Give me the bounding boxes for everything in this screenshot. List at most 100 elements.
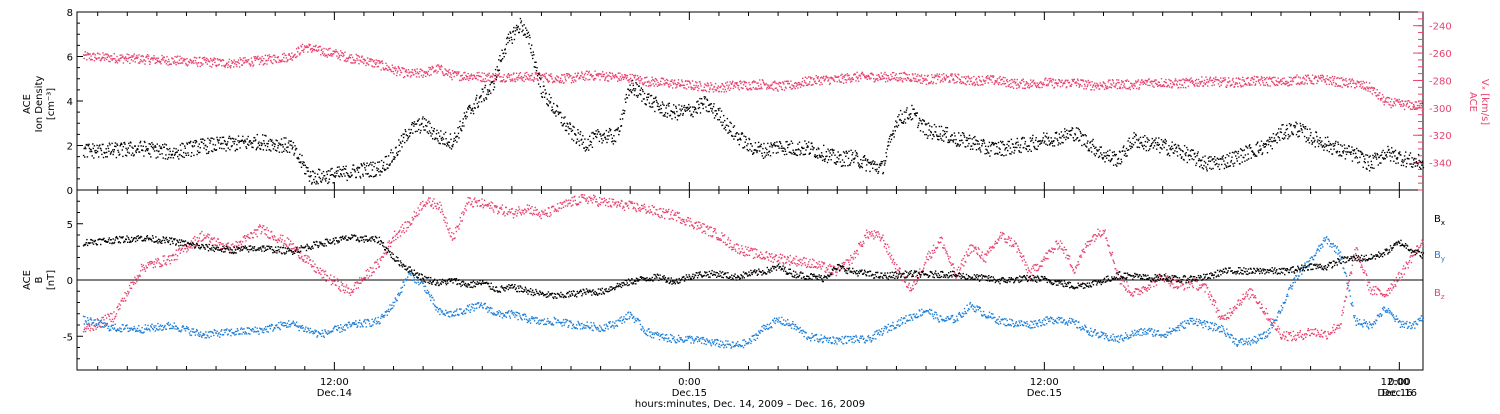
vx-series-point	[1318, 75, 1319, 76]
density-series-point	[913, 109, 914, 110]
density-series-point	[284, 148, 285, 149]
density-series-point	[453, 141, 454, 142]
vx-series-point	[985, 80, 986, 81]
density-series-point	[733, 127, 734, 128]
density-series-point	[1034, 147, 1035, 148]
density-series-point	[278, 145, 279, 146]
density-series-point	[1210, 161, 1211, 162]
density-series-point	[1169, 155, 1170, 156]
vx-series-point	[1407, 103, 1408, 104]
vx-series-point	[467, 76, 468, 77]
density-series-point	[88, 144, 89, 145]
density-series-point	[100, 148, 101, 149]
density-series-point	[454, 133, 455, 134]
vx-series-point	[281, 61, 282, 62]
vx-series-point	[1215, 77, 1216, 78]
vx-series-point	[320, 46, 321, 47]
density-series-point	[218, 142, 219, 143]
vx-series-point	[522, 80, 523, 81]
vx-series-point	[1171, 80, 1172, 81]
density-series-point	[108, 148, 109, 149]
density-series-point	[1203, 165, 1204, 166]
vx-series-point	[533, 81, 534, 82]
vx-series-point	[278, 56, 279, 57]
vx-series-point	[414, 69, 415, 70]
vx-series-point	[960, 79, 961, 80]
density-series-point	[84, 156, 85, 157]
density-series-point	[1056, 132, 1057, 133]
vx-series-point	[673, 83, 674, 84]
vx-series-point	[296, 56, 297, 57]
vx-series-point	[885, 81, 886, 82]
vx-series-point	[181, 57, 182, 58]
vx-series-point	[1010, 87, 1011, 88]
density-series-point	[987, 150, 988, 151]
density-series-point	[1222, 158, 1223, 159]
density-series-point	[386, 156, 387, 157]
vx-series-point	[982, 84, 983, 85]
density-series-point	[642, 91, 643, 92]
density-series-point	[257, 134, 258, 135]
density-series-point	[1075, 134, 1076, 135]
density-series-point	[592, 147, 593, 148]
vx-series-point	[1395, 104, 1396, 105]
vx-series-point	[148, 55, 149, 56]
vx-series-point	[610, 76, 611, 77]
density-series-point	[910, 116, 911, 117]
density-series-point	[1248, 158, 1249, 159]
density-series-point	[1076, 127, 1077, 128]
vx-series-point	[489, 73, 490, 74]
vx-series-point	[395, 68, 396, 69]
density-series-point	[250, 140, 251, 141]
density-series-point	[280, 144, 281, 145]
vx-series-point	[343, 55, 344, 56]
vx-series-point	[709, 89, 710, 90]
density-series-point	[177, 151, 178, 152]
vx-series-point	[1359, 82, 1360, 83]
density-series-point	[1237, 153, 1238, 154]
vx-series-point	[202, 63, 203, 64]
density-series-point	[1224, 164, 1225, 165]
density-series-point	[554, 112, 555, 113]
vx-series-point	[444, 68, 445, 69]
vx-series-point	[1207, 79, 1208, 80]
vx-series-point	[1065, 80, 1066, 81]
vx-series-point	[484, 73, 485, 74]
density-series-point	[1144, 135, 1145, 136]
vx-series-point	[728, 86, 729, 87]
density-series-point	[182, 143, 183, 144]
density-series-point	[569, 128, 570, 129]
density-series-point	[663, 115, 664, 116]
density-series-point	[883, 160, 884, 161]
density-series-point	[852, 152, 853, 153]
density-series-point	[396, 152, 397, 153]
density-series-point	[342, 169, 343, 170]
vx-series-point	[842, 78, 843, 79]
vx-series-point	[811, 77, 812, 78]
density-series-point	[1063, 137, 1064, 138]
vx-series-point	[736, 83, 737, 84]
density-series-point	[1101, 154, 1102, 155]
vx-series-point	[901, 73, 902, 74]
density-series-point	[773, 152, 774, 153]
density-series-point	[1133, 144, 1134, 145]
vx-series-point	[1180, 87, 1181, 88]
vx-series-point	[430, 67, 431, 68]
vx-series-point	[1060, 86, 1061, 87]
vx-series-point	[1334, 76, 1335, 77]
density-series-point	[1043, 132, 1044, 133]
density-series-point	[424, 118, 425, 119]
vx-series-point	[655, 84, 656, 85]
density-series-point	[415, 131, 416, 132]
vx-series-point	[1184, 82, 1185, 83]
density-series-point	[663, 105, 664, 106]
density-series-point	[1112, 155, 1113, 156]
density-series-point	[1233, 152, 1234, 153]
density-series-point	[365, 173, 366, 174]
vx-series-point	[575, 80, 576, 81]
density-series-point	[180, 144, 181, 145]
vx-series-point	[803, 85, 804, 86]
vx-series-point	[1134, 83, 1135, 84]
vx-series-point	[606, 72, 607, 73]
density-series-point	[1111, 158, 1112, 159]
